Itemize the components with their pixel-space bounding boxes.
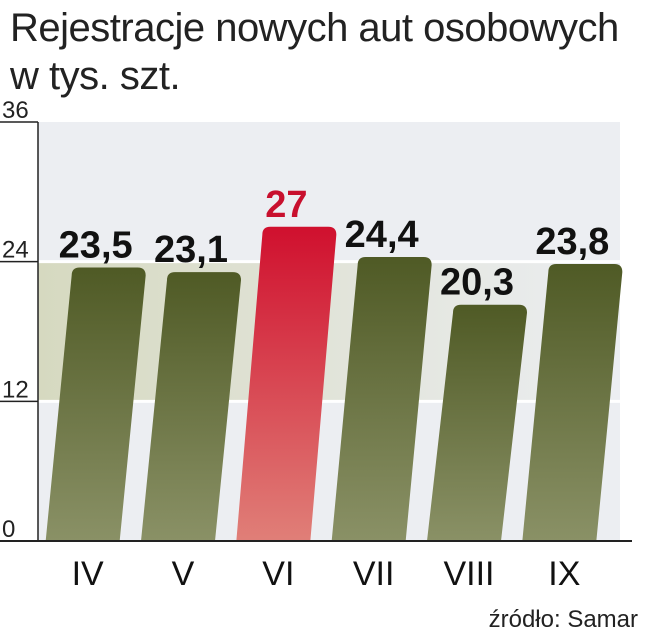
bar-value-label: 20,3 <box>440 262 514 304</box>
x-tick-label: IV <box>72 555 104 593</box>
title-line-1: Rejestracje nowych aut osobowych <box>10 6 619 50</box>
chart-title: Rejestracje nowych aut osobowych w tys. … <box>10 4 619 100</box>
source-note: źródło: Samar <box>488 606 638 633</box>
x-tick-label: V <box>172 555 195 593</box>
bar <box>45 267 146 541</box>
x-tick-label: IX <box>548 555 580 593</box>
bar-highlight <box>236 226 337 541</box>
bar-value-label: 23,8 <box>535 221 609 263</box>
bar <box>141 272 241 541</box>
bar <box>522 263 623 541</box>
y-tick-label: 24 <box>2 237 29 264</box>
y-tick-label: 12 <box>2 376 29 403</box>
bar-value-label: 23,1 <box>154 229 228 271</box>
y-tick-label: 0 <box>2 516 15 543</box>
x-tick-label: VIII <box>443 555 494 593</box>
axis-layer: 0 12 24 36 IV V VI VII VIII IX <box>0 97 632 593</box>
bar <box>331 257 432 541</box>
bar-value-label: 23,5 <box>59 224 133 266</box>
title-line-2: w tys. szt. <box>10 54 181 98</box>
bar-value-label: 24,4 <box>345 214 419 256</box>
bars-layer <box>45 226 623 541</box>
x-tick-label: VII <box>353 555 395 593</box>
bar-value-label: 27 <box>265 184 307 226</box>
bar <box>427 304 527 541</box>
x-tick-label: VI <box>262 555 294 593</box>
labels-layer: 23,5 23,1 27 24,4 20,3 23,8 <box>59 184 610 304</box>
y-tick-label: 36 <box>2 97 29 124</box>
